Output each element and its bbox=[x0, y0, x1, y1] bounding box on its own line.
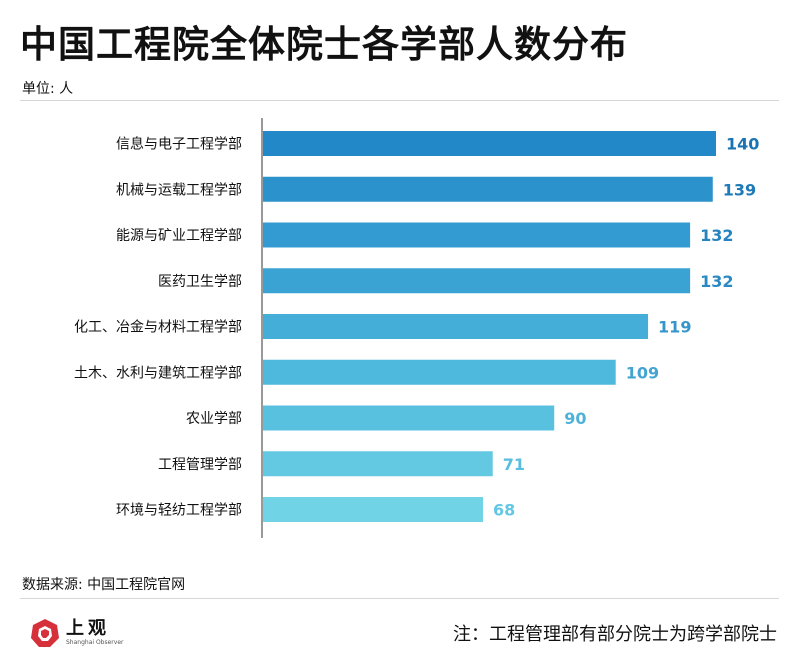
bar bbox=[263, 268, 691, 294]
bottom-divider bbox=[20, 598, 779, 599]
brand-logo: 上观 Shanghai Observer bbox=[30, 618, 123, 648]
category-label: 农业学部 bbox=[186, 411, 242, 427]
bar bbox=[263, 451, 493, 477]
bar bbox=[263, 131, 716, 156]
chart-title: 中国工程院全体院士各学部人数分布 bbox=[20, 23, 628, 66]
bar-chart: 信息与电子工程学部 140 机械与运载工程学部 139 能源与矿业工程学部 132 医药卫生… bbox=[74, 118, 759, 538]
category-label: 环境与轻纺工程学部 bbox=[116, 503, 242, 519]
source-text: 数据来源: 中国工程院官网 bbox=[22, 577, 186, 593]
value-label: 119 bbox=[658, 318, 691, 337]
category-label: 化工、冶金与材料工程学部 bbox=[74, 320, 242, 336]
value-label: 132 bbox=[700, 272, 733, 291]
value-label: 109 bbox=[626, 363, 659, 382]
bar bbox=[263, 359, 616, 385]
logo-english-text: Shanghai Observer bbox=[66, 639, 124, 646]
category-label: 机械与运载工程学部 bbox=[116, 182, 242, 198]
bar bbox=[263, 314, 649, 339]
footnote: 注：工程管理部有部分院士为跨学部院士 bbox=[453, 624, 777, 645]
category-label: 医药卫生学部 bbox=[158, 274, 242, 290]
value-label: 132 bbox=[700, 226, 733, 245]
value-label: 139 bbox=[723, 180, 756, 199]
category-label: 土木、水利与建筑工程学部 bbox=[74, 365, 242, 381]
unit-label: 单位: 人 bbox=[22, 81, 74, 97]
category-label: 工程管理学部 bbox=[158, 457, 242, 473]
category-label: 信息与电子工程学部 bbox=[116, 136, 242, 153]
logo-emblem-icon bbox=[31, 619, 59, 647]
value-label: 68 bbox=[493, 501, 515, 520]
value-label: 140 bbox=[726, 135, 759, 154]
value-label: 90 bbox=[564, 409, 586, 428]
bar bbox=[263, 405, 555, 431]
bar bbox=[263, 497, 484, 522]
bar bbox=[263, 176, 713, 202]
value-label: 71 bbox=[503, 455, 525, 474]
top-divider bbox=[20, 100, 779, 101]
category-label: 能源与矿业工程学部 bbox=[116, 228, 242, 244]
bar bbox=[263, 222, 691, 248]
logo-chinese-text: 上观 bbox=[66, 618, 110, 639]
